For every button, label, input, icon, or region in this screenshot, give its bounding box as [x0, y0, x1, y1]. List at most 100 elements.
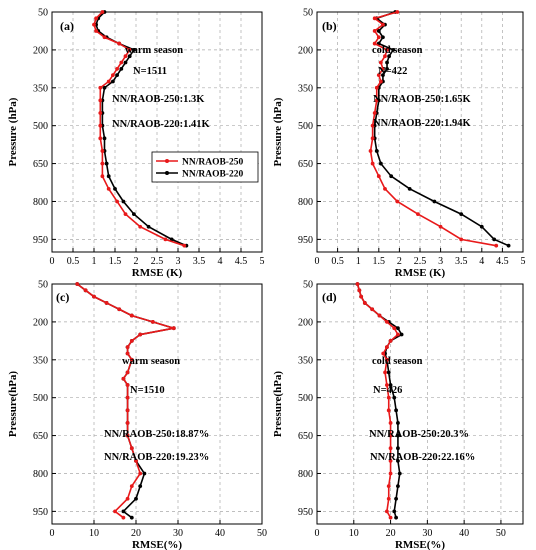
data-point-nn-raob-250 — [150, 319, 155, 324]
data-point-nn-raob-250 — [388, 421, 393, 425]
annotation: cold season — [372, 45, 423, 56]
annotation: N=426 — [373, 385, 402, 396]
y-tick-label: 50 — [303, 8, 313, 19]
data-point-nn-raob-250 — [376, 174, 381, 179]
x-tick-label: 1.5 — [373, 256, 386, 267]
data-point-nn-raob-250 — [127, 47, 132, 52]
data-point-nn-raob-220 — [394, 496, 398, 501]
legend-label: NN/RAOB-250 — [182, 157, 243, 167]
data-point-nn-raob-250 — [384, 345, 389, 350]
data-point-nn-raob-250 — [129, 357, 134, 362]
data-point-nn-raob-250 — [383, 186, 387, 191]
x-tick-label: 2 — [397, 256, 402, 267]
annotation: warm season — [125, 45, 183, 56]
data-point-nn-raob-250 — [459, 237, 464, 242]
data-point-nn-raob-220 — [123, 60, 128, 65]
series-line-nn-raob-220 — [356, 283, 403, 518]
data-point-nn-raob-250 — [113, 509, 117, 514]
data-point-nn-raob-250 — [383, 54, 387, 59]
annotation: NN/RAOB-220:22.16% — [370, 452, 475, 463]
y-tick-label: 650 — [33, 431, 48, 442]
data-point-nn-raob-250 — [388, 471, 393, 476]
data-point-nn-raob-220 — [506, 243, 511, 248]
data-point-nn-raob-250 — [416, 212, 420, 217]
data-point-nn-raob-250 — [125, 345, 130, 350]
x-tick-label: 30 — [173, 528, 183, 539]
data-point-nn-raob-220 — [391, 47, 396, 52]
data-point-nn-raob-250 — [138, 224, 143, 229]
plot-frame — [51, 283, 263, 525]
x-axis-label: RMSE (K) — [395, 267, 446, 279]
data-point-nn-raob-250 — [98, 85, 103, 90]
data-point-nn-raob-220 — [479, 224, 484, 229]
data-point-nn-raob-220 — [432, 199, 437, 204]
x-tick-label: 4 — [479, 256, 484, 267]
x-tick-label: 3 — [176, 256, 181, 267]
annotation: warm season — [122, 356, 180, 367]
annotation: NN/RAOB-220:1.94K — [373, 118, 472, 129]
x-tick-label: 3.5 — [193, 256, 206, 267]
data-point-nn-raob-250 — [384, 319, 389, 324]
y-tick-label: 650 — [298, 431, 313, 442]
data-point-nn-raob-250 — [370, 136, 375, 141]
y-tick-label: 800 — [298, 469, 313, 480]
data-point-nn-raob-250 — [98, 111, 103, 115]
data-point-nn-raob-220 — [121, 199, 126, 204]
data-point-nn-raob-250 — [115, 199, 119, 204]
data-point-nn-raob-250 — [106, 186, 111, 191]
data-point-nn-raob-250 — [125, 351, 130, 356]
annotation: NN/RAOB-250:1.65K — [373, 94, 472, 105]
data-point-nn-raob-250 — [98, 98, 103, 103]
data-point-nn-raob-220 — [381, 35, 385, 40]
data-point-nn-raob-250 — [362, 301, 367, 305]
data-point-nn-raob-250 — [115, 66, 119, 71]
x-tick-label: 0 — [50, 256, 55, 267]
data-point-nn-raob-220 — [111, 79, 115, 84]
data-point-nn-raob-250 — [125, 370, 130, 375]
data-point-nn-raob-220 — [132, 47, 136, 52]
data-point-nn-raob-250 — [104, 301, 109, 305]
y-tick-label: 800 — [33, 197, 48, 208]
x-axis-label: RMSE (K) — [132, 267, 183, 279]
y-tick-label: 800 — [33, 469, 48, 480]
data-point-nn-raob-250 — [388, 338, 393, 343]
data-point-nn-raob-220 — [396, 326, 400, 331]
data-point-nn-raob-250 — [372, 111, 377, 115]
series-line-nn-raob-250 — [93, 11, 185, 247]
annotation: N=1511 — [133, 66, 167, 77]
y-tick-label: 950 — [298, 507, 313, 518]
data-point-nn-raob-250 — [125, 395, 130, 400]
data-point-nn-raob-250 — [377, 313, 382, 318]
x-tick-label: 10 — [349, 528, 359, 539]
data-point-nn-raob-250 — [376, 73, 381, 78]
y-axis-label: Pressure (hPa) — [7, 97, 19, 166]
x-tick-label: 0 — [315, 528, 320, 539]
legend-box — [151, 151, 259, 183]
data-point-nn-raob-250 — [92, 22, 96, 27]
data-point-nn-raob-220 — [374, 149, 379, 153]
data-point-nn-raob-220 — [129, 515, 134, 520]
series-line-nn-raob-220 — [76, 283, 175, 519]
data-point-nn-raob-250 — [386, 484, 391, 489]
data-point-nn-raob-220 — [127, 54, 132, 59]
data-point-nn-raob-250 — [123, 54, 128, 59]
data-point-nn-raob-220 — [104, 161, 109, 166]
data-point-nn-raob-250 — [355, 282, 360, 286]
annotation: N=1510 — [130, 385, 165, 396]
data-point-nn-raob-220 — [388, 383, 393, 387]
data-point-nn-raob-250 — [129, 313, 134, 318]
data-point-nn-raob-250 — [100, 149, 105, 153]
data-point-nn-raob-250 — [111, 73, 115, 78]
data-point-nn-raob-220 — [119, 66, 124, 71]
data-point-nn-raob-250 — [494, 243, 499, 248]
data-point-nn-raob-250 — [100, 10, 105, 14]
annotation: N=422 — [378, 66, 407, 77]
x-tick-label: 50 — [496, 528, 506, 539]
y-tick-label: 50 — [38, 280, 48, 291]
data-point-nn-raob-250 — [392, 326, 397, 331]
data-point-nn-raob-250 — [359, 294, 364, 299]
data-point-nn-raob-220 — [459, 212, 464, 217]
x-axis-label: RMSE(%) — [132, 539, 182, 550]
x-tick-label: 2.5 — [414, 256, 427, 267]
